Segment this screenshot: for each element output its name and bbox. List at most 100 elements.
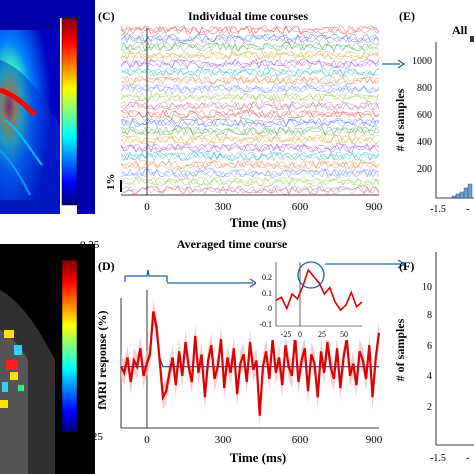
- trace-line: [120, 92, 380, 103]
- panel-e-bar: [451, 195, 457, 199]
- inset-ytick-neg0.1: -0.1: [259, 320, 272, 329]
- trace-line: [120, 41, 380, 52]
- trace-line: [120, 167, 380, 179]
- panel-d-xticks: 0 300 600 900: [144, 434, 383, 446]
- panel-f-ytick-6: 6: [427, 341, 432, 352]
- inset-ytick-0.2: 0.2: [262, 273, 272, 282]
- panel-f-ytick-4: 4: [427, 371, 432, 382]
- panel-e-ylabel: # of samples: [393, 88, 407, 151]
- trace-line: [120, 33, 380, 44]
- panel-e-ytick-600: 600: [417, 110, 432, 121]
- panel-f-ytick-2: 2: [427, 402, 432, 413]
- trace-line: [120, 50, 380, 61]
- panel-c-traces: [120, 25, 380, 196]
- panel-e-bar: [467, 183, 473, 199]
- trace-line: [120, 109, 380, 120]
- trace-line: [120, 41, 380, 52]
- panel-a-image: [0, 0, 60, 214]
- trace-line: [120, 151, 380, 162]
- panel-f-ylabel: # of samples: [393, 318, 407, 381]
- trace-line: [120, 58, 380, 69]
- trace-line: [120, 33, 380, 44]
- panel-d-bracket: [124, 269, 168, 282]
- panel-e-bar: [463, 187, 469, 199]
- panel-e-bar: [459, 191, 465, 199]
- trace-line: [120, 100, 380, 111]
- panel-e-dash: -: [466, 204, 469, 215]
- panel-f-ytick-10: 10: [422, 282, 432, 293]
- panel-f-label: (F): [399, 259, 414, 273]
- trace-line: [120, 168, 380, 179]
- trace-line: [120, 42, 380, 52]
- trace-line: [120, 50, 380, 60]
- panel-e-bar: [455, 193, 461, 199]
- trace-line: [120, 25, 380, 36]
- panel-d-xtick-300: 300: [215, 434, 232, 446]
- trace-line: [120, 84, 380, 94]
- panel-d-xlabel: Time (ms): [230, 450, 286, 465]
- panel-e-title-marker: [470, 36, 474, 42]
- panel-c-label: (C): [98, 9, 115, 23]
- panel-d-error-band: [121, 299, 379, 428]
- trace-line: [120, 185, 380, 196]
- panel-d-ylabel: fMRI response (%): [95, 310, 109, 409]
- panel-e-xtick: -1.5: [430, 204, 446, 215]
- inset-xtick-25: 25: [318, 330, 326, 339]
- trace-line: [120, 117, 380, 128]
- panel-c-xticks: 0 300 600 900: [144, 201, 383, 213]
- trace-line: [120, 100, 380, 111]
- trace-line: [120, 75, 380, 86]
- response-line: [120, 311, 381, 416]
- trace-line: [120, 126, 380, 137]
- panel-d-lines: [120, 311, 381, 416]
- inset-xtick-50: 50: [340, 330, 348, 339]
- trace-line: [120, 176, 380, 187]
- panel-c-scale-label: 1%: [105, 174, 117, 191]
- panel-e-ytick-1000: 1000: [412, 56, 432, 67]
- inset-ytick-0.1: 0.1: [262, 289, 272, 298]
- trace-line: [120, 50, 380, 60]
- trace-line: [120, 75, 380, 86]
- panel-e-yticks: 1000 800 600 400 200: [412, 56, 432, 175]
- trace-line: [120, 75, 380, 86]
- trace-line: [120, 176, 380, 187]
- inset-xtick-neg25: -25: [281, 330, 292, 339]
- panel-d-inset: 0.2 0.1 0 -0.1 -25 0 25 50: [256, 256, 368, 340]
- panel-e-bars: [451, 36, 474, 199]
- trace-line: [120, 143, 380, 153]
- panel-e-title-fragment: All: [452, 23, 468, 37]
- trace-line: [120, 117, 380, 128]
- inset-ytick-0: 0: [268, 304, 272, 313]
- panel-c-xtick-0: 0: [144, 201, 150, 213]
- panel-f-yticks: 10 8 6 4 2: [422, 282, 432, 413]
- panel-c-title: Individual time courses: [188, 9, 308, 23]
- panel-d-title: Averaged time course: [177, 237, 288, 251]
- inset-xtick-0: 0: [298, 330, 302, 339]
- trace-line: [120, 159, 380, 170]
- trace-line: [120, 33, 380, 44]
- trace-line: [120, 92, 380, 103]
- trace-line: [120, 176, 380, 187]
- panel-e-ytick-400: 400: [417, 137, 432, 148]
- colorbar-bottom-max: 0.25: [80, 239, 100, 251]
- panel-c-xtick-900: 900: [366, 201, 383, 213]
- panel-d-xtick-0: 0: [144, 434, 150, 446]
- colorbar-top: 250 0: [61, 5, 79, 219]
- panel-d-xtick-900: 900: [366, 434, 383, 446]
- trace-line: [120, 126, 380, 136]
- panel-c-xtick-300: 300: [215, 201, 232, 213]
- panel-c-xtick-600: 600: [292, 201, 309, 213]
- trace-line: [120, 185, 380, 195]
- trace-line: [120, 83, 379, 94]
- inset-response-line: [275, 268, 363, 312]
- trace-line: [120, 134, 380, 145]
- trace-line: [120, 185, 380, 195]
- trace-line: [120, 25, 380, 36]
- panel-d-label: (D): [98, 259, 115, 273]
- panel-e-label: (E): [399, 9, 415, 23]
- panel-e-ytick-200: 200: [417, 164, 432, 175]
- panel-b-image: [0, 244, 95, 474]
- panel-f-xtick: -1.5: [430, 453, 446, 464]
- error-band: [121, 299, 379, 428]
